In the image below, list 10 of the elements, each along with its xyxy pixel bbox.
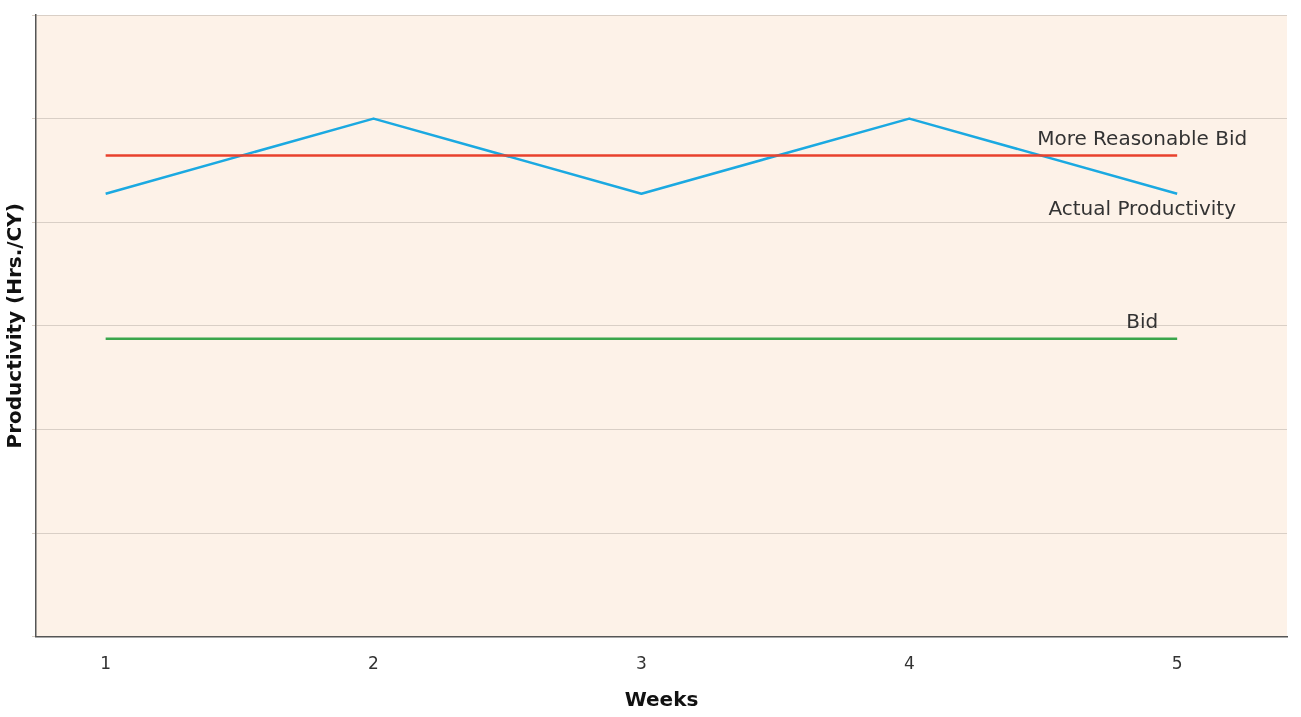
x-tick-label: 5 <box>1171 653 1183 674</box>
x-tick-label: 1 <box>100 653 112 674</box>
series-label: Bid <box>1126 308 1159 333</box>
x-axis-title: Weeks <box>624 687 699 712</box>
x-tick-label: 2 <box>368 653 379 674</box>
series-label: More Reasonable Bid <box>1037 125 1248 150</box>
x-tick-label: 3 <box>635 653 647 674</box>
series-label: Actual Productivity <box>1048 195 1237 220</box>
y-axis-title: Productivity (Hrs./CY) <box>2 203 27 449</box>
x-tick-label: 4 <box>903 653 915 674</box>
